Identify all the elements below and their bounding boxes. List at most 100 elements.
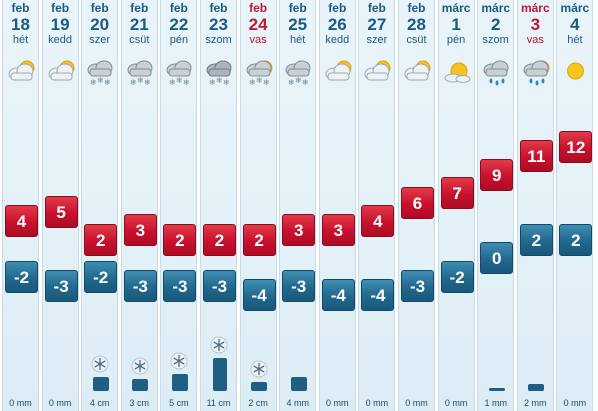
precip-amount-label: 0 mm <box>444 398 468 408</box>
weekday-label: hét <box>290 34 306 46</box>
weekday-label: vas <box>526 34 544 46</box>
max-temp-badge: 2 <box>203 224 236 256</box>
svg-text:❄: ❄ <box>256 76 263 85</box>
max-temp-badge: 5 <box>44 196 78 228</box>
precip-bar <box>171 374 188 391</box>
weekday-label: vas <box>249 34 267 46</box>
precip-amount-label: 0 mm <box>9 398 32 408</box>
cloudy-partly-sunny-icon <box>364 60 391 81</box>
min-temp-badge: -4 <box>242 279 276 311</box>
precip-amount-label: 4 mm <box>286 398 309 408</box>
snowflake-icon <box>91 355 109 373</box>
min-temp-badge: 0 <box>480 242 514 274</box>
weekday-label: szer <box>89 34 111 46</box>
svg-text:❄: ❄ <box>90 78 97 86</box>
max-temp-badge: 3 <box>282 214 316 246</box>
weekday-label: kedd <box>48 34 73 46</box>
cloud-snow-icon: ❄ ❄ ❄ <box>127 60 153 86</box>
day-column: márc 2 szom 9 0 1 mm <box>477 0 515 411</box>
weekday-label: csüt <box>406 34 427 46</box>
day-number: 19 <box>50 15 70 34</box>
month-label: márc <box>441 1 471 15</box>
weekday-label: hét <box>567 34 583 46</box>
sun-behind-cloud-icon <box>444 62 471 83</box>
precip-bar <box>92 377 109 391</box>
day-number: 24 <box>248 15 268 34</box>
day-number: 25 <box>288 15 308 34</box>
svg-text:❄: ❄ <box>104 78 111 86</box>
min-temp-badge: 2 <box>519 224 553 256</box>
day-column: feb 22 pén ❄ ❄ ❄ 2 -3 5 cm <box>160 0 198 411</box>
weekday-label: hét <box>12 34 29 46</box>
cloud-snow-icon: ❄ ❄ ❄ <box>166 60 192 86</box>
precip-bar <box>251 382 268 391</box>
weekday-label: kedd <box>325 34 350 46</box>
day-column: feb 28 csüt 6 -3 0 mm <box>398 0 435 411</box>
precip-amount-label: 2 cm <box>248 398 268 408</box>
precip-amount-label: 1 mm <box>484 398 507 408</box>
day-number: 2 <box>490 15 501 34</box>
max-temp-badge: 6 <box>401 187 434 219</box>
min-temp-badge: -3 <box>203 270 236 302</box>
svg-text:❄: ❄ <box>183 78 190 86</box>
precip-amount-label: 11 cm <box>206 398 231 408</box>
day-column: feb 23 szom ❄ ❄ ❄ 2 -3 11 cm <box>200 0 237 411</box>
precip-amount-label: 0 mm <box>365 398 389 408</box>
precip-amount-label: 2 mm <box>524 398 547 408</box>
snowflake-icon <box>170 352 188 370</box>
precip-amount-label: 0 mm <box>326 398 349 408</box>
svg-text:❄: ❄ <box>249 78 256 86</box>
day-number: 26 <box>327 15 347 34</box>
day-number: 18 <box>11 15 30 34</box>
precip-amount-label: 4 cm <box>89 398 110 408</box>
precip-amount-label: 0 mm <box>563 398 587 408</box>
month-label: feb <box>130 1 149 15</box>
min-temp-badge: -2 <box>84 261 118 293</box>
day-number: 22 <box>169 15 189 34</box>
precip-amount-label: 0 mm <box>405 398 428 408</box>
max-temp-badge: 3 <box>123 214 157 246</box>
max-temp-badge: 12 <box>559 131 593 163</box>
max-temp-badge: 4 <box>5 205 38 237</box>
day-column: feb 26 kedd 3 -4 0 mm <box>318 0 356 411</box>
snowflake-icon <box>210 336 228 354</box>
month-label: feb <box>11 1 30 15</box>
month-label: márc <box>560 1 590 15</box>
weekday-label: pén <box>446 34 466 46</box>
snowflake-icon <box>131 357 149 375</box>
weekday-label: csüt <box>129 34 150 46</box>
svg-text:❄: ❄ <box>209 78 216 86</box>
sun-icon <box>567 62 585 80</box>
svg-text:❄: ❄ <box>302 78 309 86</box>
month-label: feb <box>407 1 426 15</box>
month-label: feb <box>169 1 188 15</box>
month-label: feb <box>249 1 268 15</box>
min-temp-badge: -4 <box>321 279 355 311</box>
day-number: 20 <box>90 15 110 34</box>
day-column: feb 25 hét ❄ ❄ ❄ 3 -3 4 mm <box>279 0 317 411</box>
day-column: márc 1 pén 7 -2 0 mm <box>437 0 475 411</box>
cloud-snow-icon: ❄ ❄ ❄ <box>87 60 113 86</box>
day-number: 23 <box>209 15 228 34</box>
day-number: 4 <box>570 15 580 34</box>
day-column: feb 21 csüt ❄ ❄ ❄ 3 -3 3 cm <box>120 0 158 411</box>
max-temp-badge: 3 <box>321 214 355 246</box>
svg-text:❄: ❄ <box>216 76 223 85</box>
cloudy-partly-sunny-icon <box>8 60 35 81</box>
min-temp-badge: -2 <box>5 261 38 293</box>
max-temp-badge: 2 <box>163 224 197 256</box>
snowflake-icon <box>250 360 268 378</box>
weekday-label: szom <box>205 34 232 46</box>
cloudy-partly-sunny-icon <box>325 60 352 81</box>
svg-text:❄: ❄ <box>97 76 104 85</box>
cloudy-partly-sunny-icon <box>404 60 431 81</box>
day-number: 21 <box>129 15 149 34</box>
day-number: 27 <box>367 15 387 34</box>
sun-cloud-snow-icon: ❄ ❄ ❄ <box>246 60 273 86</box>
svg-text:❄: ❄ <box>137 76 144 85</box>
min-temp-badge: -3 <box>123 270 157 302</box>
max-temp-badge: 7 <box>440 177 474 209</box>
svg-text:❄: ❄ <box>288 78 295 86</box>
precip-bar <box>212 358 227 391</box>
